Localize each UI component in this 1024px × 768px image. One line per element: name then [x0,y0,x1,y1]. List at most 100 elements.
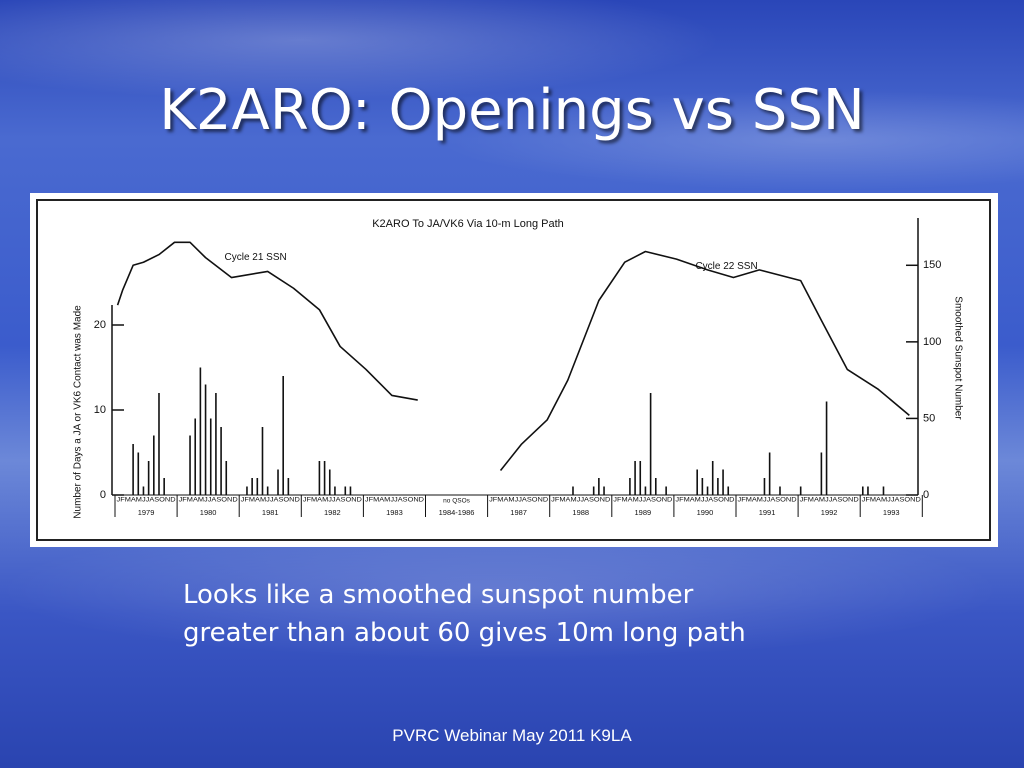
bar [349,486,352,495]
y2-tick-label: 150 [923,259,941,271]
bar [825,401,828,495]
bar [328,469,331,495]
bar [711,461,714,495]
bar [706,486,709,495]
bar [261,427,264,495]
bar [189,435,191,495]
bar [763,478,766,495]
bar [727,486,730,495]
bar [256,478,259,495]
month-labels: JFMAMJJASOND [303,497,362,504]
bar [722,469,724,495]
bar [132,444,134,495]
bar [696,469,698,495]
body-text: Looks like a smoothed sunspot number [183,580,694,610]
x-tick-label: 1980 [200,508,217,517]
bar [598,478,600,495]
month-labels: JFMAMJJASOND [675,497,734,504]
bar [634,461,636,495]
y-axis-label: Number of Days a JA or VK6 Contact was M… [73,305,84,519]
bar [779,486,781,495]
bar [215,393,217,495]
x-tick-label: 1990 [697,508,714,517]
chart-title: K2ARO To JA/VK6 Via 10-m Long Path [372,218,564,230]
x-tick-label: 1981 [262,508,279,517]
bar [867,486,869,495]
y2-tick-label: 0 [923,489,929,501]
bar [287,478,290,495]
bar [153,435,155,495]
x-tick-label: 1992 [821,508,838,517]
bar [592,486,595,495]
month-labels: JFMAMJJASOND [179,497,238,504]
bar [318,461,321,495]
bar [209,418,212,495]
bar [882,486,885,495]
series-label: Cycle 21 SSN [225,252,287,263]
month-labels: JFMAMJJASOND [489,497,548,504]
y2-tick-label: 50 [923,412,935,424]
month-labels: JFMAMJJASOND [241,497,300,504]
bar [246,486,248,495]
x-tick-label: 1979 [138,508,155,517]
footer: PVRC Webinar May 2011 K9LA [392,726,632,745]
bar [572,486,574,495]
bar [665,486,667,495]
month-labels: JFMAMJJASOND [117,497,176,504]
bar [654,478,657,495]
bar [163,478,165,495]
x-tick-label: 1982 [324,508,341,517]
y-tick-label: 10 [94,404,106,416]
slide-title: K2ARO: Openings vs SSN [159,78,865,143]
annotation: no QSOs [443,498,470,505]
y2-tick-label: 100 [923,336,941,348]
body-text: greater than about 60 gives 10m long pat… [183,618,746,648]
bar [820,452,823,495]
bar [282,376,284,495]
x-tick-label: 1987 [510,508,527,517]
bar [266,486,269,495]
bar [199,367,202,495]
y-tick-label: 0 [100,489,106,501]
x-tick-label: 1991 [759,508,776,517]
month-labels: JFMAMJJASOND [862,497,921,504]
bar [629,478,631,495]
bar [147,461,150,495]
x-tick-label: 1988 [572,508,589,517]
x-tick-label: 1983 [386,508,403,517]
bar [277,469,279,495]
bar [701,478,704,495]
bar [649,393,652,495]
bar [639,461,642,495]
month-labels: JFMAMJJASOND [738,497,797,504]
bar [717,478,719,495]
bar [768,452,771,495]
x-tick-label: 1984-1986 [439,508,475,517]
x-tick-label: 1993 [883,508,900,517]
month-labels: JFMAMJJASOND [365,497,424,504]
bar [334,486,336,495]
y2-axis-label: Smoothed Sunspot Number [952,296,963,420]
bar [861,486,864,495]
bar [251,478,253,495]
month-labels: JFMAMJJASOND [613,497,672,504]
bar [142,486,145,495]
bar [344,486,347,495]
bar [204,384,207,495]
bar [644,486,647,495]
bar [225,461,228,495]
bar [603,486,605,495]
series-label: Cycle 22 SSN [695,261,757,272]
month-labels: JFMAMJJASOND [800,497,859,504]
ssn-line [116,241,418,401]
bar [220,427,222,495]
ssn-line [499,250,910,471]
chart-frame [36,199,991,541]
chart-background [30,193,998,547]
y-tick-label: 20 [94,319,106,331]
bar [323,461,326,495]
bar [799,486,802,495]
bar [137,452,140,495]
